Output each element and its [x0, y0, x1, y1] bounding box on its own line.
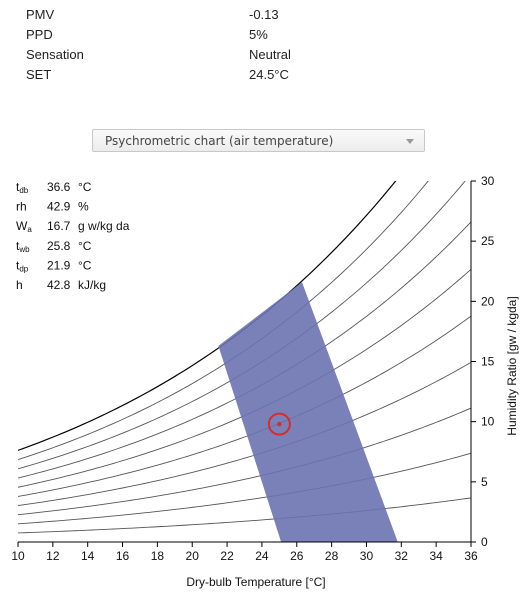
y-tick-label-25: 25 [481, 234, 495, 248]
sensation-value: Neutral [249, 47, 291, 62]
y-tick-label-10: 10 [481, 415, 495, 429]
state-point[interactable] [277, 421, 282, 427]
readout-value-3: 25.8 [47, 239, 71, 253]
chart-type-select[interactable]: Psychrometric chart (air temperature) [92, 129, 425, 152]
pmv-value: -0.13 [249, 7, 279, 22]
result-row-pmv: PMV -0.13 [26, 6, 426, 26]
readout-symbol-4: tdp [16, 258, 29, 273]
readout-unit-5: kJ/kg [78, 278, 106, 292]
result-row-sensation: Sensation Neutral [26, 46, 426, 66]
rh-curve-20 [18, 452, 471, 525]
readout-unit-3: °C [78, 239, 92, 253]
y-tick-label-15: 15 [481, 355, 495, 369]
readout-symbol-1: rh [16, 200, 27, 214]
readout-symbol-2: Wa [16, 219, 32, 234]
ppd-label: PPD [26, 27, 53, 42]
curves-layer [18, 181, 471, 534]
y-tick-label-20: 20 [481, 294, 495, 308]
axes-layer: 10 12 14 16 18 20 22 24 26 28 30 32 34 360 5 10 15 20 25 30 [11, 174, 494, 563]
rh-curve-40 [18, 361, 471, 507]
readout-unit-0: °C [78, 180, 92, 194]
x-tick-label-30: 30 [360, 549, 374, 563]
x-tick-label-10: 10 [11, 549, 25, 563]
readout-value-5: 42.8 [47, 278, 71, 292]
x-tick-label-18: 18 [151, 549, 165, 563]
state-point-ring[interactable] [267, 412, 291, 436]
readout-symbol-5: h [16, 278, 23, 292]
set-value: 24.5°C [249, 67, 289, 82]
y-tick-label-30: 30 [481, 174, 495, 188]
rh-curve-30 [18, 407, 471, 516]
readout-unit-4: °C [78, 258, 92, 272]
comfort-zone [218, 282, 398, 542]
result-row-set: SET 24.5°C [26, 66, 426, 86]
readout-symbol-3: twb [16, 239, 30, 254]
x-tick-label-28: 28 [325, 549, 339, 563]
x-tick-label-26: 26 [290, 549, 304, 563]
x-tick-label-36: 36 [464, 549, 478, 563]
readout-value-1: 42.9 [47, 200, 71, 214]
y-axis-title: Humidity Ratio [gw / kgda] [505, 296, 519, 435]
x-tick-label-14: 14 [81, 549, 95, 563]
marker-layer [267, 412, 291, 436]
x-axis-title: Dry-bulb Temperature [°C] [186, 575, 325, 589]
x-tick-label-34: 34 [429, 549, 443, 563]
x-tick-label-22: 22 [220, 549, 234, 563]
ppd-value: 5% [249, 27, 268, 42]
readout-symbol-0: tdb [16, 180, 29, 195]
sensation-label: Sensation [26, 47, 84, 62]
readout-value-2: 16.7 [47, 219, 71, 233]
x-tick-label-20: 20 [186, 549, 200, 563]
chevron-down-icon [406, 139, 414, 144]
set-label: SET [26, 67, 52, 82]
result-row-ppd: PPD 5% [26, 26, 426, 46]
x-tick-label-16: 16 [116, 549, 130, 563]
chart-readout: tdb 36.6 °C rh 42.9 % Wa 16.7 g w/kg da twb 25.8 °C… [16, 180, 130, 292]
chart-type-selected: Psychrometric chart (air temperature) [105, 134, 334, 148]
rh-curve-50 [18, 315, 471, 497]
readout-value-0: 36.6 [47, 180, 71, 194]
comfort-zone-layer [218, 282, 398, 542]
readout-unit-2: g w/kg da [78, 219, 130, 233]
results-panel: PMV -0.13 PPD 5% Sensation Neutral SET 2… [26, 6, 426, 86]
rh-curve-10 [18, 497, 471, 534]
x-tick-label-32: 32 [395, 549, 409, 563]
x-tick-label-24: 24 [255, 549, 269, 563]
readout-unit-1: % [78, 200, 89, 214]
readout-value-4: 21.9 [47, 258, 71, 272]
y-tick-label-5: 5 [481, 475, 488, 489]
x-tick-label-12: 12 [46, 549, 60, 563]
pmv-label: PMV [26, 7, 55, 22]
y-tick-label-0: 0 [481, 535, 488, 549]
